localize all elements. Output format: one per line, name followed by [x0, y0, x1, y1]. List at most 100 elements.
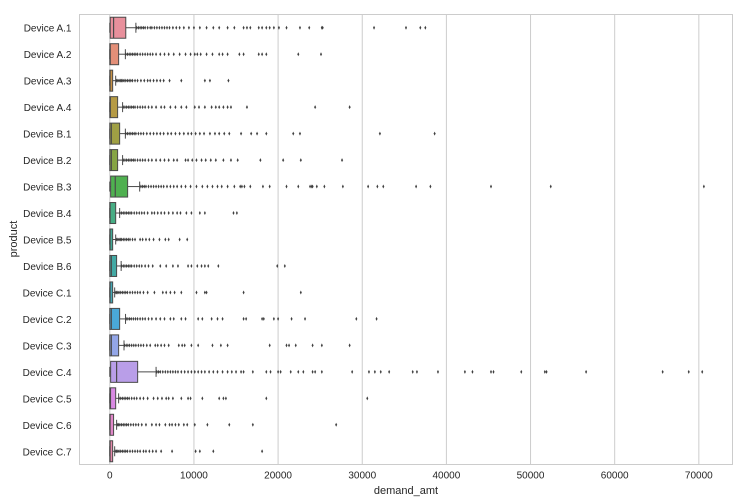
outlier-point [415, 184, 418, 189]
outlier-point [128, 237, 131, 242]
box-group [109, 202, 238, 225]
outlier-point [150, 316, 153, 321]
outlier-point [145, 343, 148, 348]
y-tick-label: Device C.3 [23, 341, 72, 352]
outlier-point [249, 25, 252, 30]
outlier-point [218, 105, 221, 110]
outlier-point [176, 263, 179, 268]
outlier-point [235, 369, 238, 374]
outlier-point [119, 78, 122, 83]
outlier-point [194, 449, 197, 454]
outlier-point [282, 158, 285, 163]
x-tick-label: 70000 [685, 471, 713, 482]
outlier-point [160, 25, 163, 30]
outlier-point [126, 316, 129, 321]
outlier-point [131, 237, 134, 242]
outlier-point [545, 369, 548, 374]
outlier-point [240, 369, 243, 374]
outlier-point [128, 131, 131, 136]
outlier-point [226, 105, 229, 110]
outlier-point [139, 237, 142, 242]
outlier-point [163, 343, 166, 348]
outlier-point [433, 131, 436, 136]
outlier-point [152, 237, 155, 242]
y-tick-label: Device B.1 [23, 130, 72, 141]
outlier-point [186, 422, 189, 427]
outlier-point [268, 343, 271, 348]
outlier-point [163, 211, 166, 216]
outlier-point [132, 158, 135, 163]
box-group [109, 16, 427, 39]
y-tick-label: Device B.5 [23, 236, 72, 247]
outlier-point [233, 184, 236, 189]
outlier-point [229, 105, 232, 110]
box [109, 16, 127, 39]
outlier-point [134, 449, 137, 454]
outlier-point [236, 158, 239, 163]
outlier-point [257, 25, 260, 30]
outlier-point [134, 422, 137, 427]
outlier-point [151, 263, 154, 268]
outlier-point [240, 131, 243, 136]
outlier-point [463, 369, 466, 374]
outlier-point [134, 343, 137, 348]
outlier-point [156, 211, 159, 216]
outlier-point [170, 131, 173, 136]
outlier-point [119, 237, 122, 242]
box [110, 360, 139, 383]
outlier-point [129, 52, 132, 57]
outlier-point [211, 343, 214, 348]
outlier-point [134, 78, 137, 83]
box-group [109, 281, 302, 304]
y-axis-label: product [8, 221, 20, 258]
outlier-point [137, 343, 140, 348]
outlier-point [166, 184, 169, 189]
outlier-point [158, 25, 161, 30]
outlier-point [212, 449, 215, 454]
outlier-point [373, 25, 376, 30]
outlier-point [130, 158, 133, 163]
outlier-point [141, 158, 144, 163]
outlier-point [134, 237, 137, 242]
outlier-point [141, 316, 144, 321]
box-group [109, 69, 230, 92]
outlier-point [228, 422, 231, 427]
outlier-point [136, 290, 139, 295]
outlier-point [150, 105, 153, 110]
outlier-point [187, 25, 190, 30]
outlier-point [122, 105, 125, 110]
outlier-point [116, 78, 119, 83]
outlier-point [130, 343, 133, 348]
outlier-point [224, 396, 227, 401]
outlier-point [268, 25, 271, 30]
outlier-point [195, 290, 198, 295]
outlier-point [169, 184, 172, 189]
outlier-point [187, 396, 190, 401]
outlier-point [165, 396, 168, 401]
outlier-point [190, 369, 193, 374]
outlier-point [134, 52, 137, 57]
outlier-point [153, 25, 156, 30]
outlier-point [167, 158, 170, 163]
outlier-point [489, 184, 492, 189]
outlier-point [250, 131, 253, 136]
outlier-point [150, 184, 153, 189]
outlier-point [549, 184, 552, 189]
outlier-point [221, 369, 224, 374]
outlier-point [226, 343, 229, 348]
outlier-point [245, 25, 248, 30]
outlier-point [131, 78, 134, 83]
outlier-point [265, 396, 268, 401]
outlier-point [211, 184, 214, 189]
outlier-point [187, 131, 190, 136]
outlier-point [133, 52, 136, 57]
outlier-point [180, 78, 183, 83]
outlier-point [167, 211, 170, 216]
outlier-point [142, 343, 145, 348]
outlier-point [180, 184, 183, 189]
outlier-point [205, 52, 208, 57]
outlier-point [143, 184, 146, 189]
outlier-point [114, 290, 117, 295]
outlier-point [198, 25, 201, 30]
outlier-point [125, 211, 128, 216]
